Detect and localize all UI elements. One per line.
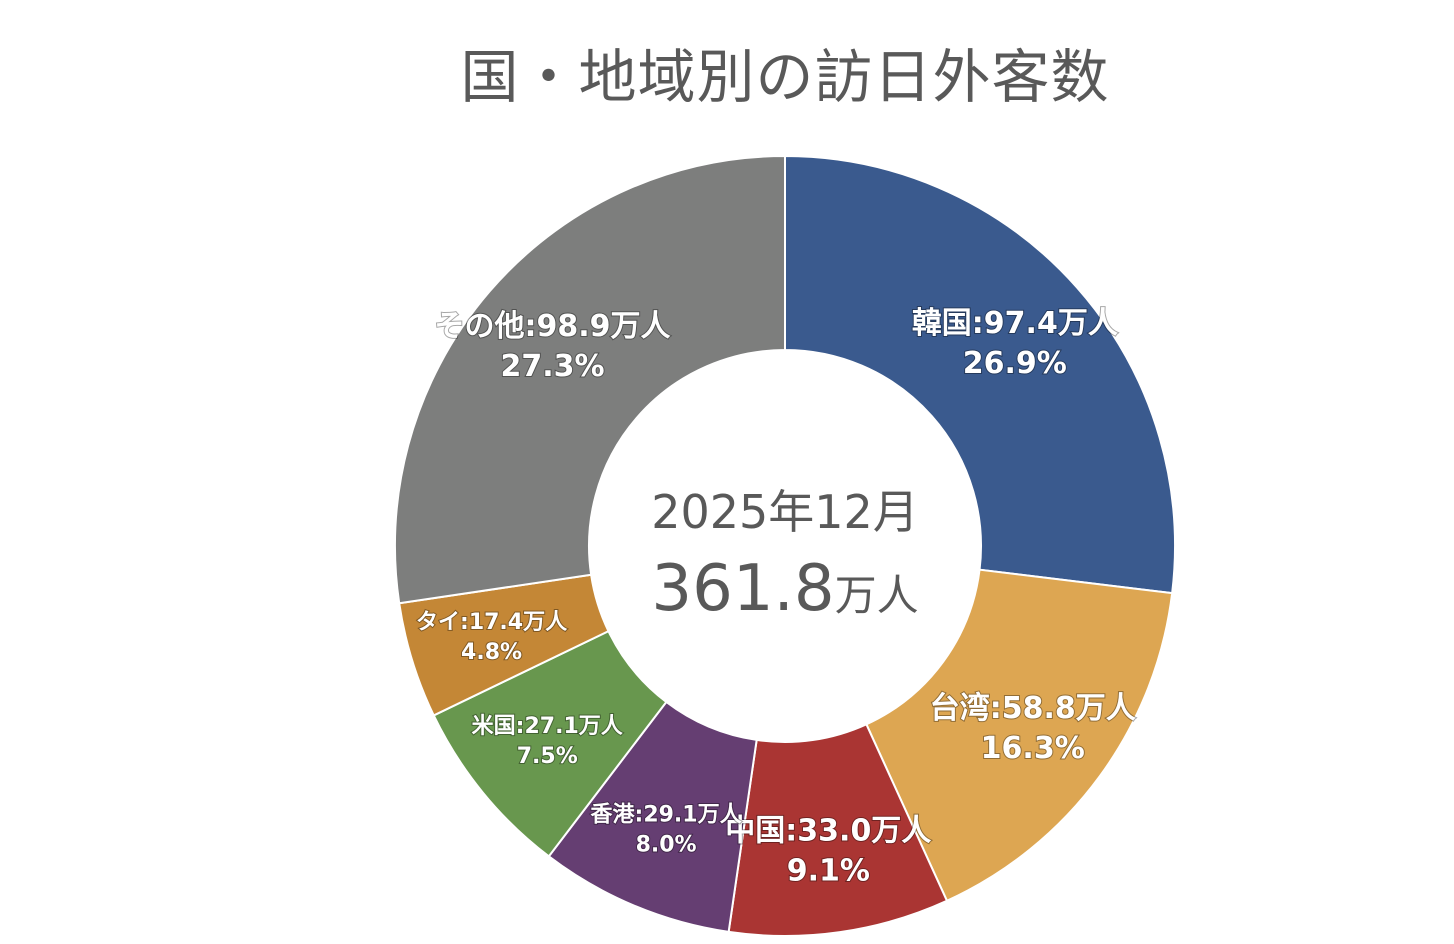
slice-label-0: 韓国:97.4万人: [912, 306, 1118, 341]
slice-percent-0: 26.9%: [963, 346, 1067, 381]
labels-group: 韓国:97.4万人 26.9% 台湾:58.8万人 16.3% 中国:33.0万人 9.1…: [415, 305, 1137, 889]
slice-0: [784, 154, 1176, 595]
slice-percent-1: 16.3%: [981, 731, 1085, 766]
slice-label-6: その他:98.9万人: [435, 309, 671, 344]
slice-label-4: 米国:27.1万人: [472, 714, 623, 739]
slices-group: [394, 154, 1176, 937]
slice-1: [865, 568, 1174, 903]
slice-label-1: 台湾:58.8万人: [930, 691, 1136, 726]
center-total: 361.8万人: [651, 552, 918, 626]
chart-title: 国・地域別の訪日外客数: [460, 43, 1110, 111]
slice-percent-4: 7.5%: [517, 744, 578, 769]
slice-6: [394, 154, 786, 605]
center-period: 2025年12月: [651, 485, 919, 539]
center-total-value: 361.8: [651, 552, 834, 626]
slice-percent-5: 4.8%: [461, 640, 522, 665]
slice-label-3: 香港:29.1万人: [591, 803, 742, 828]
center-total-unit: 万人: [835, 571, 919, 620]
slice-label-5: タイ:17.4万人: [416, 610, 567, 635]
slice-label-2: 中国:33.0万人: [725, 813, 931, 848]
slice-percent-6: 27.3%: [501, 349, 605, 384]
slice-percent-2: 9.1%: [787, 853, 870, 888]
slice-percent-3: 8.0%: [636, 833, 697, 858]
